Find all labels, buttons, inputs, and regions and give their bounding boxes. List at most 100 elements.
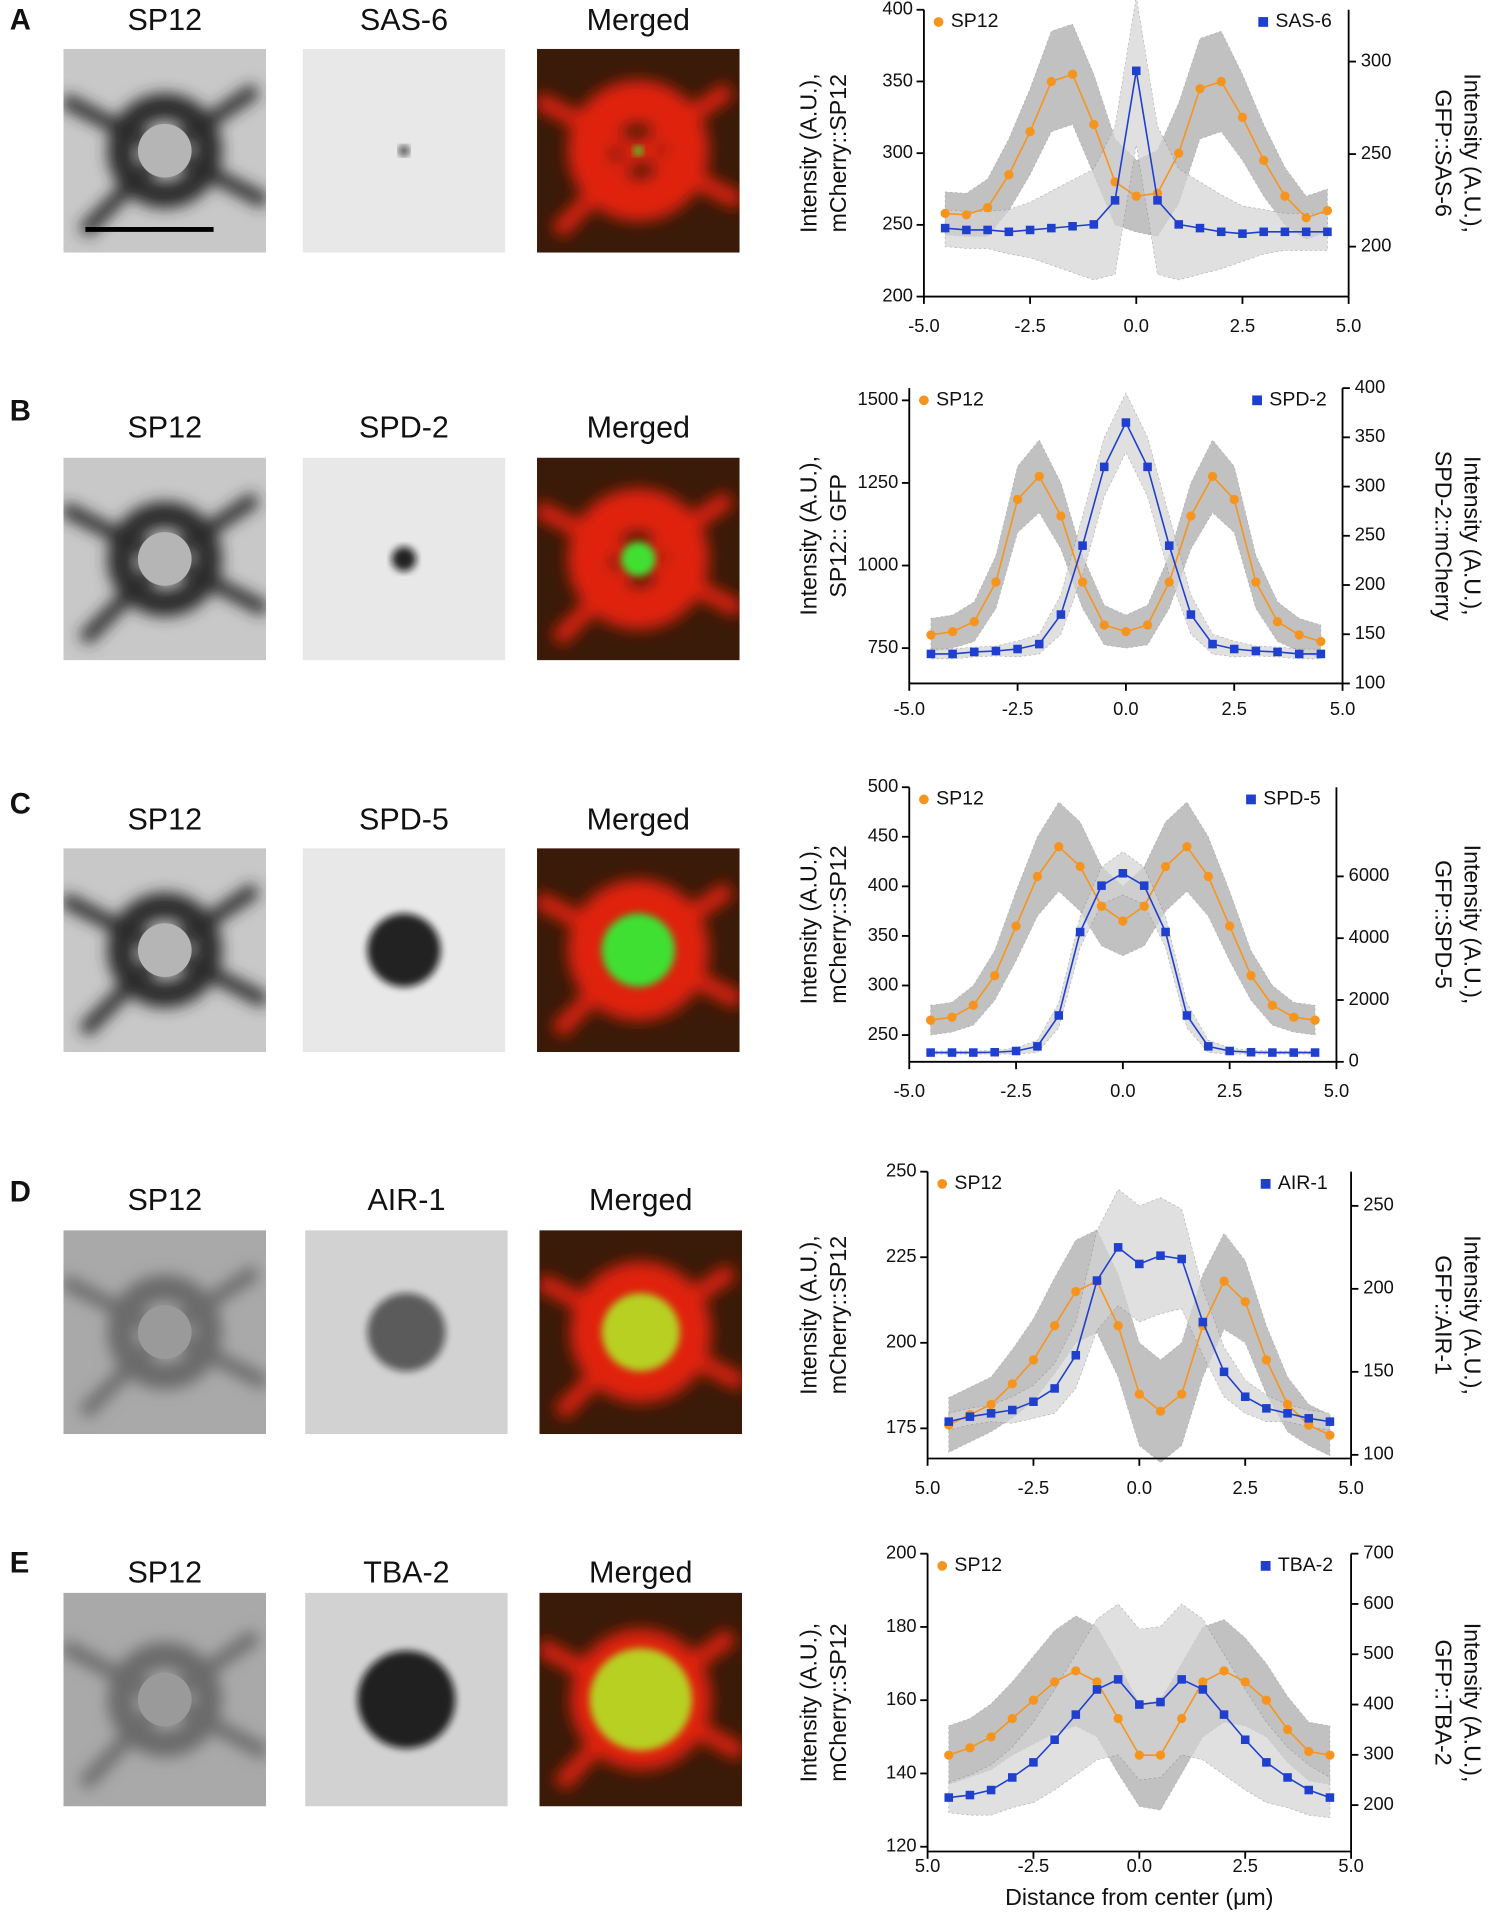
ring [107,93,223,209]
data-point [1011,1046,1021,1056]
data-point [1186,511,1196,521]
signal [357,1650,456,1749]
y-tick-label: 1250 [858,471,899,492]
data-point [961,210,972,220]
data-point [1282,1724,1293,1735]
y-axis-label: SP12:: GFP [825,474,851,598]
data-point [1259,227,1268,237]
y-tick-label: 160 [886,1688,917,1709]
data-point [947,626,958,637]
data-point [1143,462,1152,472]
fiber [537,92,643,159]
image-label: SAS-6 [360,3,448,37]
y-tick-label: 200 [886,1542,917,1563]
legend-label: SPD-5 [1263,788,1321,810]
y2-tick-label: 200 [1363,1277,1394,1298]
signal [391,546,417,572]
data-point [1089,119,1099,130]
y2-axis-label: Intensity (A.U.), [1460,1623,1486,1783]
data-point [1161,927,1170,937]
image-label: SP12 [127,1183,202,1217]
data-point [1240,1735,1250,1745]
signal [601,913,675,987]
data-point [1301,227,1311,237]
data-point [1325,1430,1335,1440]
data-point [1310,1015,1320,1025]
x-tick-label: 0.0 [1127,1477,1152,1498]
micrograph [537,457,740,661]
legend-marker [933,17,944,27]
data-point [1160,861,1171,872]
y2-tick-label: 500 [1363,1642,1394,1663]
y2-tick-label: 6000 [1349,864,1390,885]
y2-tick-label: 250 [1355,524,1386,545]
center [137,532,192,586]
data-point [940,208,950,219]
y-tick-label: 450 [868,825,899,846]
x-tick-label: 2.5 [1232,1855,1257,1876]
data-point [986,1399,996,1410]
data-point [1153,196,1162,205]
data-point [990,1047,999,1057]
data-point [1294,649,1304,659]
legend-marker [1260,1561,1271,1571]
image-label: TBA-2 [363,1555,449,1589]
y-axis-label: Intensity (A.U.), [796,1623,822,1783]
data-point [1186,610,1196,619]
ring [567,879,710,1021]
data-point [1204,1042,1213,1051]
y2-axis-label: SPD-2::mCherry [1430,451,1456,621]
data-point [1047,223,1056,233]
fiber [633,491,735,567]
ring [569,1261,712,1403]
image-label: AIR-1 [367,1183,445,1217]
data-point [1132,66,1141,76]
data-point [1177,1713,1187,1724]
y-tick-label: 200 [886,1331,917,1352]
legend-marker [937,1561,948,1571]
y2-tick-label: 300 [1361,49,1392,70]
data-point [1134,1750,1144,1760]
data-point [986,1732,996,1742]
data-point [1033,1042,1042,1051]
image-label: SP12 [127,1555,202,1589]
data-point [1034,471,1044,481]
data-point [969,617,979,627]
data-point [1068,221,1077,231]
image-label: Merged [589,1555,692,1589]
data-point [1156,1697,1165,1707]
legend-marker [1246,794,1256,805]
data-point [1113,1675,1123,1684]
structure [537,79,740,239]
data-point [1029,1758,1038,1767]
y-tick-label: 250 [886,1159,917,1180]
structure [537,488,740,647]
legend-label: SAS-6 [1275,10,1331,32]
panel: C SP12 SPD-5 Merged -5.0 -2.5 0.0 2.5 5.0 250 300 3… [10,775,1486,1101]
data-point [1283,1773,1292,1782]
data-point [1251,646,1261,656]
y2-axis-label: Intensity (A.U.), [1460,456,1486,616]
y-tick-label: 1000 [858,553,899,574]
x-axis-label: Distance from center (μm) [1005,1884,1273,1910]
fiber [551,144,645,239]
data-point [1025,225,1035,235]
data-point [1229,494,1239,505]
y2-tick-label: 250 [1363,1194,1394,1215]
data-point [991,646,1001,656]
sd-band [948,1188,1331,1431]
legend-label: SP12 [936,788,984,810]
data-point [1097,881,1106,890]
data-point [1304,1785,1314,1795]
data-point [1092,1276,1102,1285]
x-tick-label: -2.5 [1000,1080,1032,1101]
y2-tick-label: 250 [1361,142,1392,163]
data-point [1028,1695,1039,1705]
x-tick-label: -5.0 [894,698,926,719]
data-point [1139,901,1149,911]
fiber [634,551,740,618]
data-point [1156,1251,1165,1260]
x-tick-label: 5.0 [915,1477,940,1498]
data-point [1182,1011,1192,1020]
y2-axis-label: GFP::SAS-6 [1430,89,1456,216]
